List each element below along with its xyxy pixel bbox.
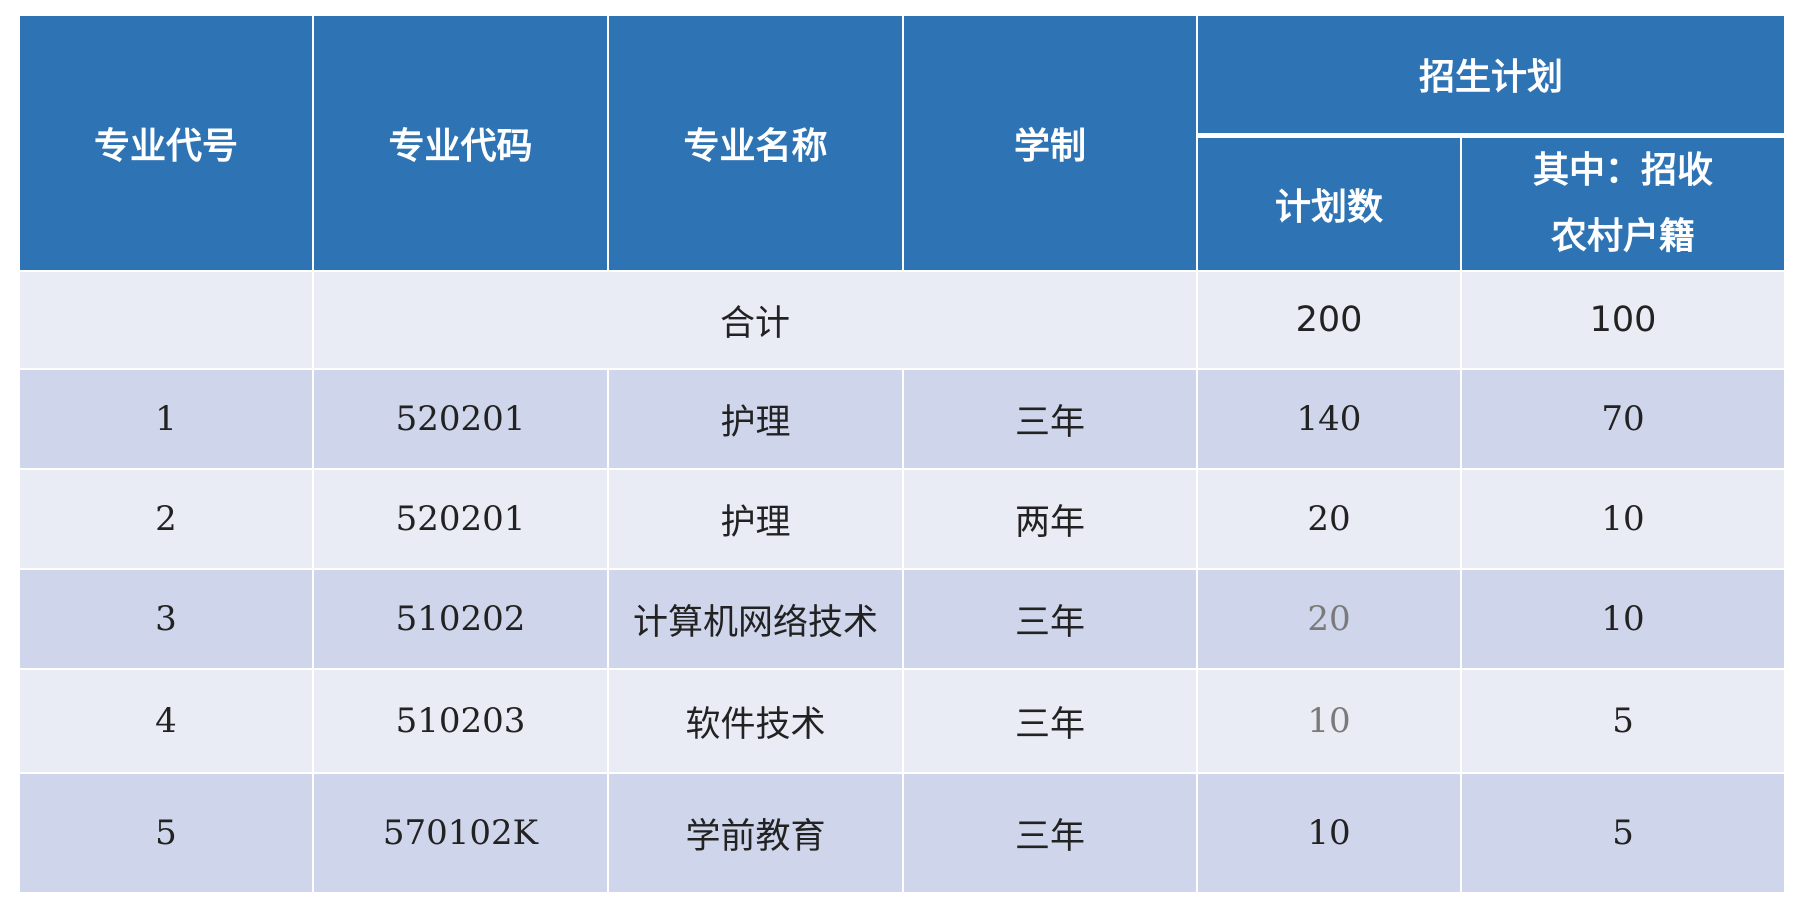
header-enrollment-plan: 招生计划 — [1195, 14, 1787, 138]
header-duration: 学制 — [902, 14, 1198, 272]
row-no: 3 — [18, 568, 314, 670]
header-row-bottom: 计划数 其中：招收 农村户籍 — [19, 134, 1787, 272]
row-rural: 5 — [1459, 772, 1787, 894]
row-duration: 三年 — [902, 568, 1198, 670]
total-plan: 200 — [1196, 270, 1462, 370]
row-name: 学前教育 — [607, 772, 904, 894]
header-rural-line2: 农村户籍 — [1551, 215, 1696, 257]
total-rural: 100 — [1459, 270, 1787, 370]
row-plan: 20 — [1196, 468, 1462, 570]
row-name: 软件技术 — [607, 668, 904, 774]
enrollment-plan-table: 专业代号 专业代码 专业名称 学制 招生计划 计划数 其中：招收 农村户籍 合计… — [18, 14, 1787, 894]
row-name: 护理 — [607, 368, 904, 470]
header-plan-count: 计划数 — [1196, 134, 1462, 272]
header-rural-household: 其中：招收 农村户籍 — [1459, 134, 1787, 272]
row-code: 520201 — [312, 368, 609, 470]
table-row: 2 520201 护理 两年 20 10 — [18, 468, 1787, 570]
row-plan: 10 — [1196, 668, 1462, 774]
total-label: 合计 — [312, 270, 1198, 370]
enrollment-plan-table-container: 专业代号 专业代码 专业名称 学制 招生计划 计划数 其中：招收 农村户籍 合计… — [18, 14, 1787, 894]
row-rural: 70 — [1459, 368, 1787, 470]
row-duration: 两年 — [902, 468, 1198, 570]
row-duration: 三年 — [902, 668, 1198, 774]
header-rural-line1: 其中：招收 — [1533, 149, 1714, 191]
table-row: 1 520201 护理 三年 140 70 — [18, 368, 1787, 470]
row-duration: 三年 — [902, 368, 1198, 470]
header-major-name: 专业名称 — [607, 14, 904, 272]
row-code: 520201 — [312, 468, 609, 570]
row-rural: 10 — [1459, 568, 1787, 670]
table-row: 4 510203 软件技术 三年 10 5 — [18, 668, 1787, 774]
row-no: 4 — [18, 668, 314, 774]
row-code: 570102K — [312, 772, 609, 894]
row-code: 510203 — [312, 668, 609, 774]
row-rural: 5 — [1459, 668, 1787, 774]
header-major-code: 专业代码 — [312, 14, 609, 272]
row-duration: 三年 — [902, 772, 1198, 894]
row-name: 计算机网络技术 — [607, 568, 904, 670]
row-no: 2 — [18, 468, 314, 570]
header-major-no: 专业代号 — [18, 14, 314, 272]
table-row: 3 510202 计算机网络技术 三年 20 10 — [18, 568, 1787, 670]
row-rural: 10 — [1459, 468, 1787, 570]
total-row: 合计 200 100 — [18, 270, 1787, 370]
row-code: 510202 — [312, 568, 609, 670]
total-empty-cell — [18, 270, 314, 370]
row-plan: 20 — [1196, 568, 1462, 670]
row-no: 5 — [18, 772, 314, 894]
row-plan: 140 — [1196, 368, 1462, 470]
row-no: 1 — [18, 368, 314, 470]
table-row: 5 570102K 学前教育 三年 10 5 — [18, 772, 1787, 894]
row-plan: 10 — [1196, 772, 1462, 894]
row-name: 护理 — [607, 468, 904, 570]
header-row-top: 专业代号 专业代码 专业名称 学制 招生计划 — [18, 14, 1787, 272]
